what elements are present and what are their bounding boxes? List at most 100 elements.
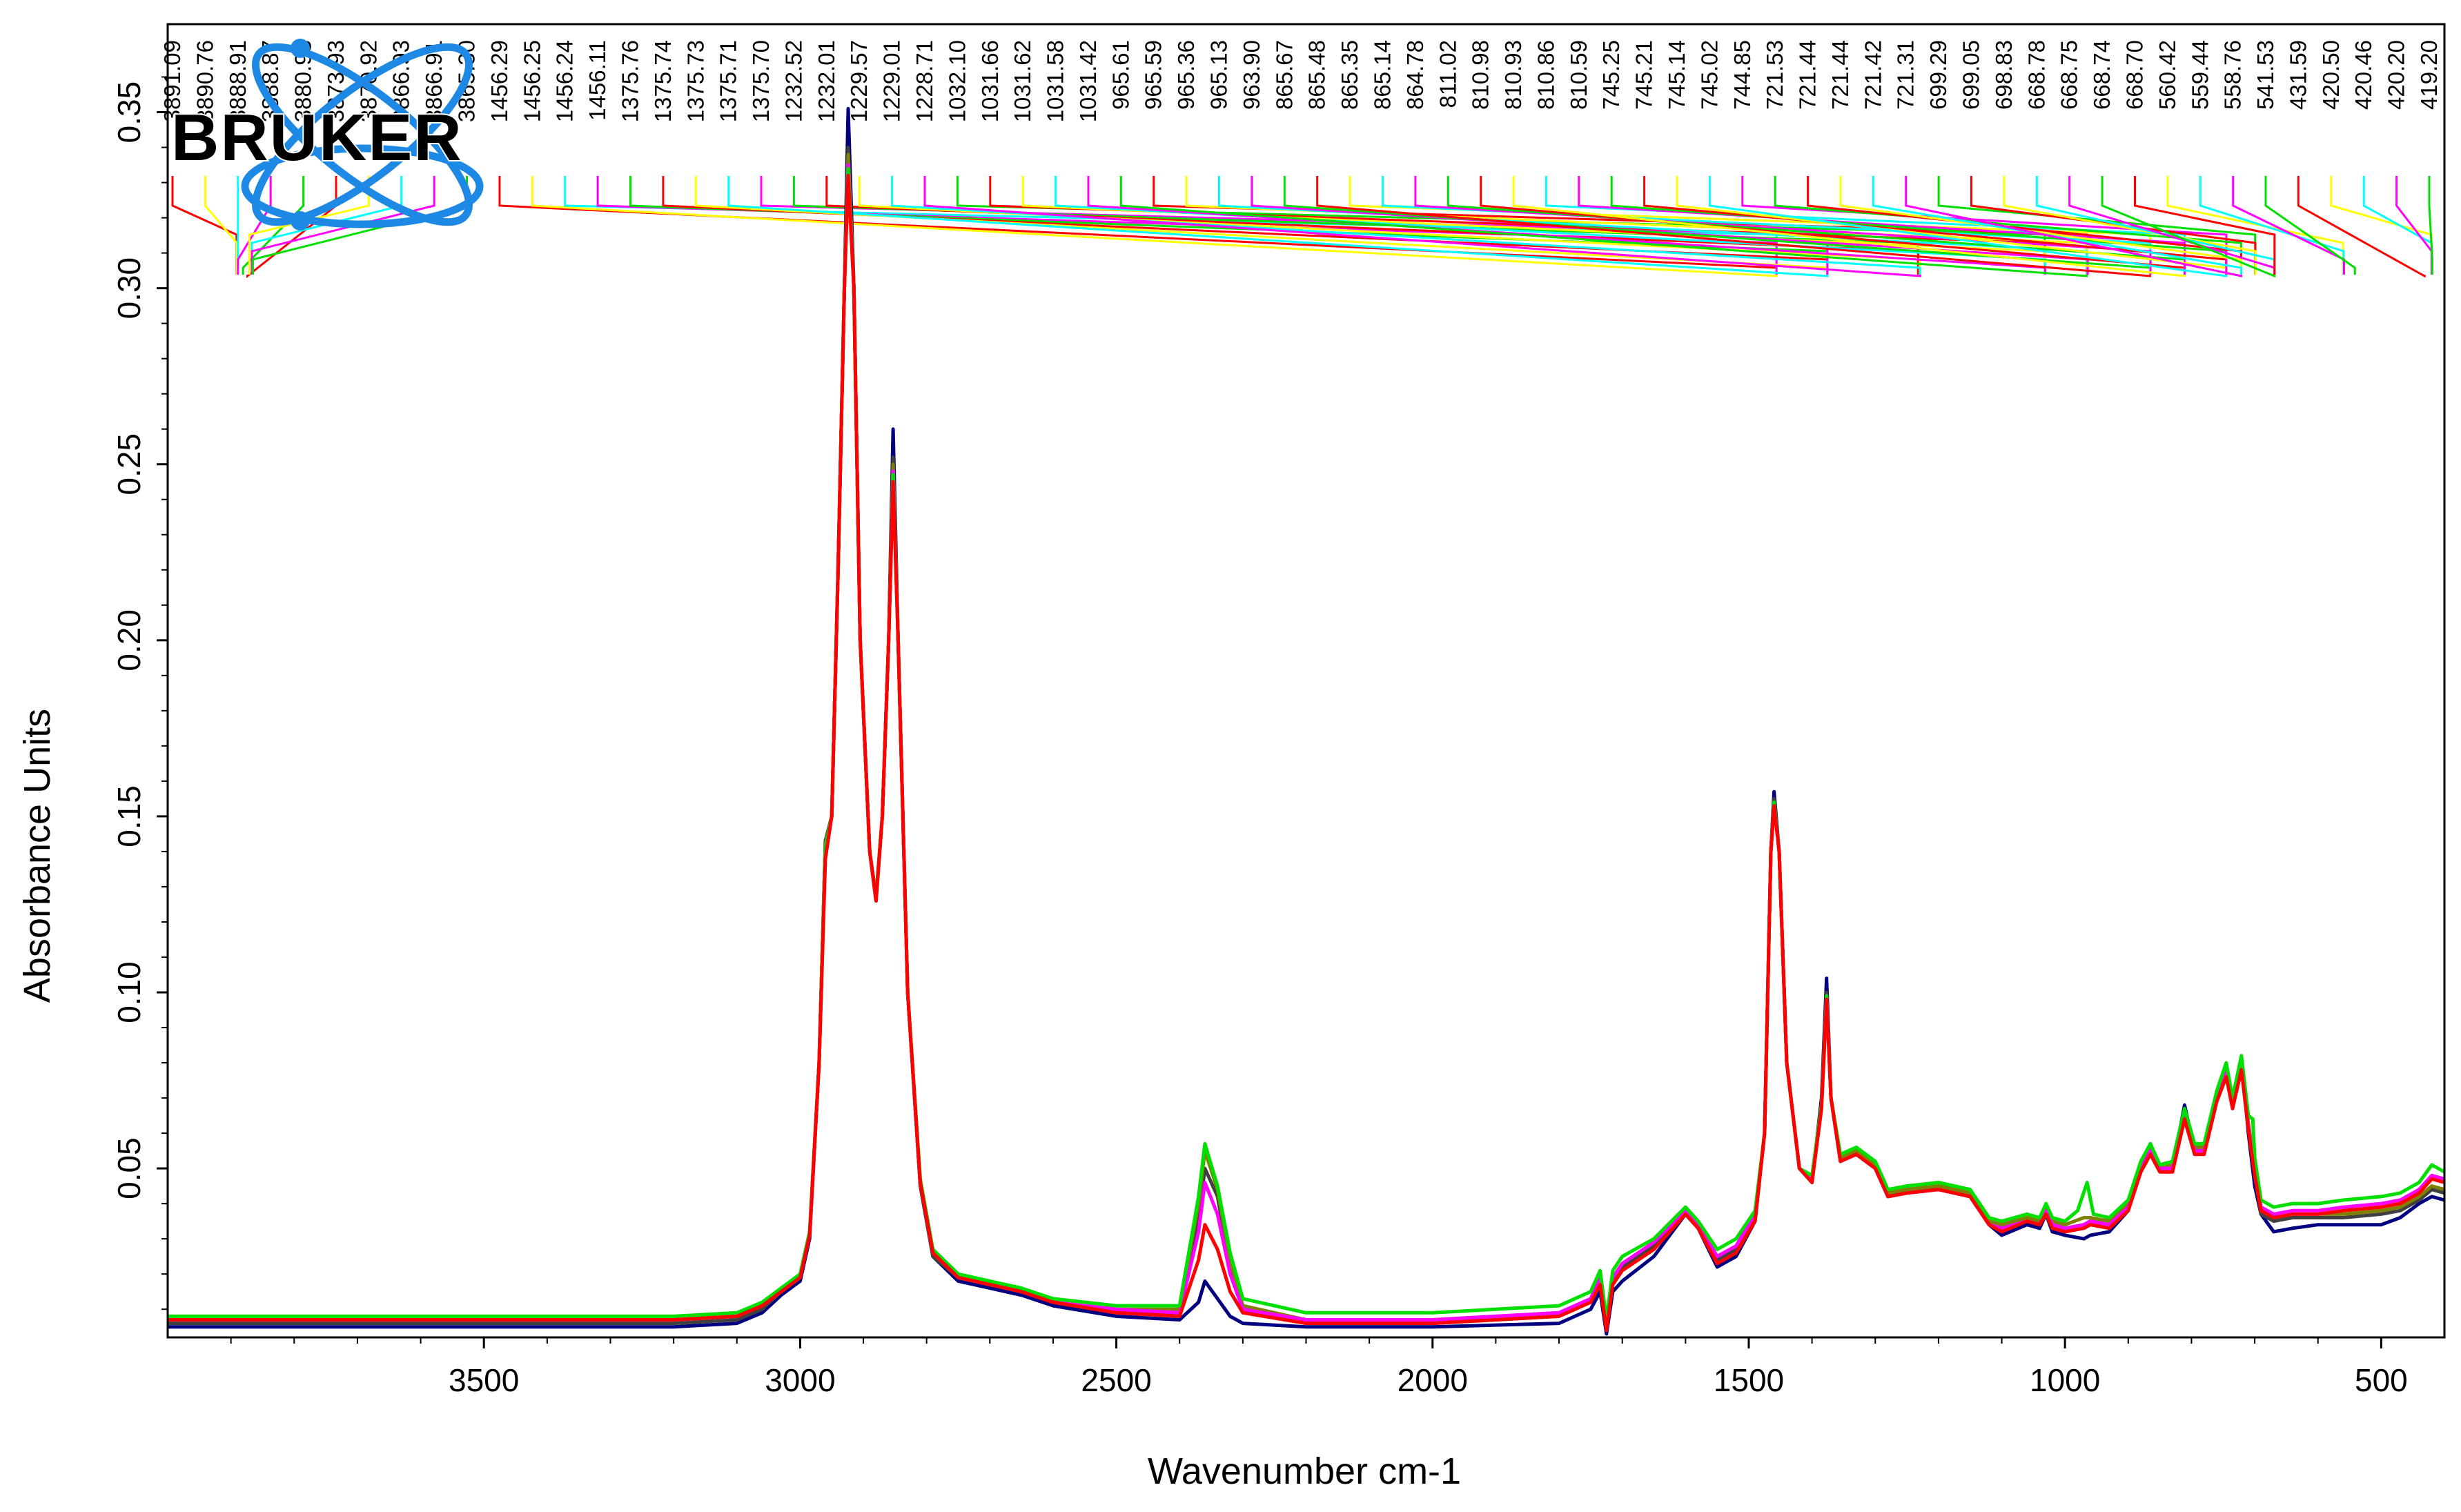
peak-leader-line xyxy=(891,176,1921,275)
peak-label: 1375.74 xyxy=(650,40,676,122)
peak-label: 668.70 xyxy=(2122,40,2148,110)
logo-orbit-1 xyxy=(251,43,473,226)
x-tick-label: 3000 xyxy=(765,1362,835,1398)
bruker-logo: BRUKER xyxy=(170,39,484,230)
peak-leader-line xyxy=(2297,176,2426,278)
y-tick-label: 0.30 xyxy=(111,257,147,320)
y-axis-label: Absorbance Units xyxy=(17,709,58,1003)
peak-leader-line xyxy=(2134,176,2276,275)
peak-label: 864.78 xyxy=(1402,40,1428,110)
peak-label: 431.59 xyxy=(2285,40,2311,110)
peak-label: 745.02 xyxy=(1696,40,1722,110)
peak-label: 1456.25 xyxy=(519,40,545,122)
peak-label: 745.21 xyxy=(1631,40,1657,110)
peak-leader-line xyxy=(2264,176,2356,275)
peak-label: 865.48 xyxy=(1304,40,1330,110)
peak-label: 419.20 xyxy=(2416,40,2442,110)
series-line-6 xyxy=(168,173,2445,1333)
peak-label: 420.46 xyxy=(2351,40,2376,110)
peak-label: 1375.73 xyxy=(683,40,708,122)
peak-leader-line xyxy=(727,176,1829,277)
peak-label: 560.42 xyxy=(2155,40,2180,110)
peak-leader-line xyxy=(204,176,238,275)
logo-text: BRUKER xyxy=(171,101,463,175)
peak-label: 810.59 xyxy=(1566,40,1591,110)
peak-label: 1229.01 xyxy=(879,40,905,122)
peak-label: 965.59 xyxy=(1141,40,1166,110)
peak-label: 745.25 xyxy=(1598,40,1624,110)
peak-label: 1031.42 xyxy=(1075,40,1101,122)
peak-label: 865.14 xyxy=(1370,40,1395,110)
peak-label: 699.05 xyxy=(1959,40,1984,110)
x-tick-label: 1500 xyxy=(1714,1362,1784,1398)
peak-label: 1229.57 xyxy=(846,40,872,122)
peak-label: 1031.66 xyxy=(977,40,1003,122)
peak-leader-line xyxy=(923,176,1922,277)
y-tick-label: 0.35 xyxy=(111,81,147,144)
logo-electron-1 xyxy=(291,39,310,58)
peak-leader-line xyxy=(1905,176,2243,277)
peak-label: 965.61 xyxy=(1108,40,1133,110)
peak-label: 1232.01 xyxy=(814,40,839,122)
peak-label: 721.44 xyxy=(1795,40,1821,110)
peak-label: 721.53 xyxy=(1762,40,1787,110)
peak-leader-line xyxy=(1316,176,2151,277)
peak-leader-line xyxy=(1512,176,2186,277)
peak-label: 3890.76 xyxy=(192,40,217,122)
peak-label: 559.44 xyxy=(2187,40,2213,110)
y-tick-label: 0.15 xyxy=(111,785,147,847)
peak-label: 810.86 xyxy=(1533,40,1558,110)
y-axis-ticks: 0.05 0.10 0.15 0.20 0.25 0.30 0.35 xyxy=(111,76,168,1310)
x-tick-label: 2000 xyxy=(1398,1362,1468,1398)
peak-label: 1456.24 xyxy=(552,40,578,122)
peak-label: 1456.11 xyxy=(585,40,610,121)
peak-label: 810.93 xyxy=(1500,40,1526,110)
peak-label: 963.90 xyxy=(1239,40,1264,110)
peak-label: 744.85 xyxy=(1729,40,1755,110)
peak-leader-line xyxy=(1741,176,2228,275)
peak-label: 668.74 xyxy=(2089,40,2115,110)
y-tick-label: 0.25 xyxy=(111,433,147,495)
peak-label: 1375.71 xyxy=(716,40,741,122)
peak-label: 810.98 xyxy=(1468,40,1493,110)
x-axis-label: Wavenumber cm-1 xyxy=(1148,1451,1461,1492)
peak-label: 721.44 xyxy=(1827,40,1853,110)
x-tick-label: 3500 xyxy=(449,1362,519,1398)
logo-electron-2 xyxy=(291,211,310,230)
peak-label: 1032.10 xyxy=(944,40,970,122)
peak-label: 1031.62 xyxy=(1010,40,1035,122)
peak-label: 721.42 xyxy=(1860,40,1885,110)
peak-leader-line xyxy=(2101,176,2276,278)
peak-label: 965.36 xyxy=(1173,40,1199,110)
peak-leader-line xyxy=(1708,176,2228,277)
peak-label: 3888.91 xyxy=(225,40,251,122)
peak-label: 668.75 xyxy=(2057,40,2082,110)
peak-leader-line xyxy=(1119,176,2088,277)
peak-label: 721.31 xyxy=(1893,40,1919,110)
peak-label: 698.83 xyxy=(1991,40,2017,110)
peak-label: 420.20 xyxy=(2384,40,2409,110)
peak-label: 865.35 xyxy=(1337,40,1362,110)
peak-label: 1375.76 xyxy=(618,40,643,122)
peak-label: 1228.71 xyxy=(912,40,937,122)
peak-leader-line xyxy=(1414,176,2152,275)
peak-label: 1375.70 xyxy=(748,40,774,122)
peak-label: 1232.52 xyxy=(781,40,806,122)
peak-label: 865.67 xyxy=(1271,40,1297,110)
peak-label: 1456.29 xyxy=(487,40,512,122)
peak-label: 558.76 xyxy=(2220,40,2246,110)
peak-pick-annotations: 3891.09 3890.76 3888.91 3888.87 3880.93 3873.… xyxy=(159,40,2442,279)
peak-leader-line xyxy=(2232,176,2345,275)
peak-leader-line xyxy=(2428,176,2433,275)
x-tick-label: 1000 xyxy=(2030,1362,2100,1398)
peak-label: 3891.09 xyxy=(159,40,185,122)
x-axis-ticks: 3500 3000 2500 2000 1500 1000 500 xyxy=(230,1337,2408,1398)
peak-label: 668.78 xyxy=(2023,40,2049,110)
peak-label: 420.50 xyxy=(2318,40,2344,110)
peak-leader-line xyxy=(1087,176,2046,275)
logo-orbit-3 xyxy=(241,144,484,228)
peak-label: 541.53 xyxy=(2253,40,2278,110)
spectra-series xyxy=(168,106,2446,1336)
x-tick-label: 500 xyxy=(2355,1362,2408,1398)
